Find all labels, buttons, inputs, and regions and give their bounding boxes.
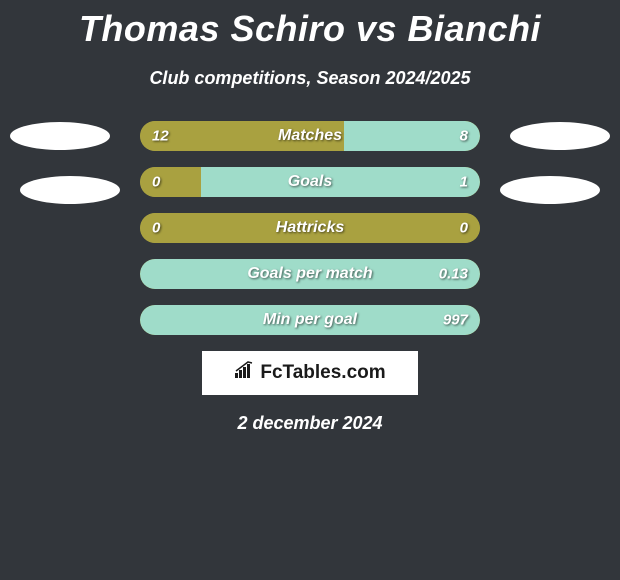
- stats-container: 12 8 Matches 0 1 Goals 0 0 Hattricks 0.13 Goals pe…: [140, 121, 480, 335]
- stat-label: Hattricks: [276, 219, 344, 237]
- page-title: Thomas Schiro vs Bianchi: [0, 0, 620, 50]
- stat-row: 12 8 Matches: [140, 121, 480, 151]
- stat-right-value: 0.13: [439, 266, 468, 283]
- stat-right-value: 997: [443, 312, 468, 329]
- logo-box: FcTables.com: [202, 351, 418, 395]
- stat-left-value: 12: [152, 128, 169, 145]
- player-left-avatar: [10, 122, 110, 150]
- stat-left-value: 0: [152, 174, 160, 191]
- stat-row: 997 Min per goal: [140, 305, 480, 335]
- stat-right-bar: [201, 167, 480, 197]
- stat-left-value: 0: [152, 220, 160, 237]
- stat-right-value: 8: [460, 128, 468, 145]
- stat-right-value: 0: [460, 220, 468, 237]
- logo-text: FcTables.com: [234, 361, 385, 385]
- club-left-avatar: [20, 176, 120, 204]
- page-subtitle: Club competitions, Season 2024/2025: [0, 68, 620, 89]
- stat-label: Matches: [278, 127, 342, 145]
- logo-label: FcTables.com: [260, 362, 385, 384]
- stat-label: Goals: [288, 173, 332, 191]
- chart-icon: [234, 361, 256, 385]
- stat-right-value: 1: [460, 174, 468, 191]
- date-label: 2 december 2024: [0, 413, 620, 434]
- stat-label: Min per goal: [263, 311, 357, 329]
- stat-left-bar: [140, 167, 201, 197]
- stat-row: 0.13 Goals per match: [140, 259, 480, 289]
- player-right-avatar: [510, 122, 610, 150]
- club-right-avatar: [500, 176, 600, 204]
- stat-row: 0 0 Hattricks: [140, 213, 480, 243]
- stat-label: Goals per match: [247, 265, 372, 283]
- stat-row: 0 1 Goals: [140, 167, 480, 197]
